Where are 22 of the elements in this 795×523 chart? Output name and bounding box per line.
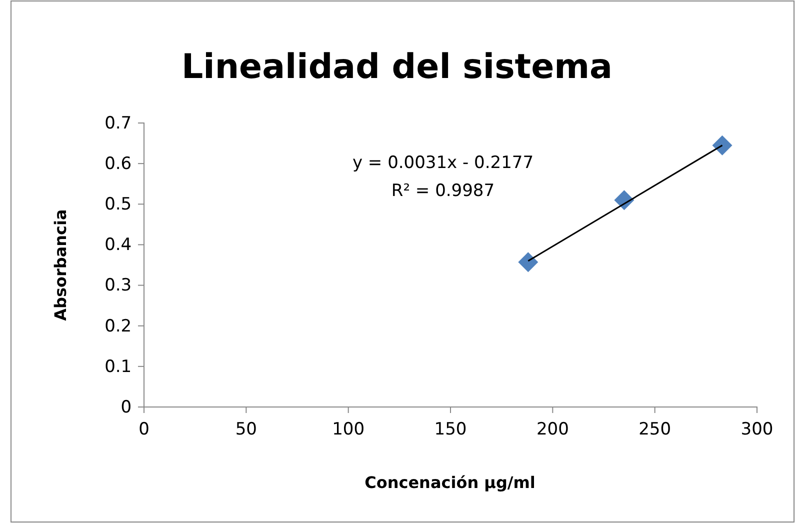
x-axis-title: Concenación µg/ml (364, 473, 536, 492)
x-tick-label: 300 (740, 420, 774, 440)
y-tick-label: 0.3 (104, 276, 132, 296)
point (518, 252, 538, 272)
x-tick-label: 150 (434, 420, 467, 440)
x-tick-label: 250 (638, 420, 672, 440)
y-tick-label: 0 (120, 397, 132, 418)
point (712, 135, 732, 156)
y-tick-label: 0.7 (104, 113, 132, 134)
y-tick-label: 0.1 (104, 356, 132, 377)
y-tick-label: 0.6 (104, 154, 132, 174)
x-tick-label: 100 (332, 420, 365, 440)
x-tick-label: 200 (536, 420, 569, 440)
chart-title: Linealidad del sistema (182, 47, 612, 87)
x-tick-label: 50 (235, 420, 257, 440)
y-axis-title: Absorbancia (51, 209, 70, 321)
annotation: y = 0.0031x - 0.2177 (352, 153, 534, 173)
y-tick-label: 0.2 (104, 316, 132, 336)
y-tick-label: 0.4 (104, 235, 132, 256)
y-tick-label: 0.5 (104, 194, 132, 215)
x-tick-label: 0 (138, 420, 150, 440)
annotation: R² = 0.9987 (391, 181, 495, 201)
